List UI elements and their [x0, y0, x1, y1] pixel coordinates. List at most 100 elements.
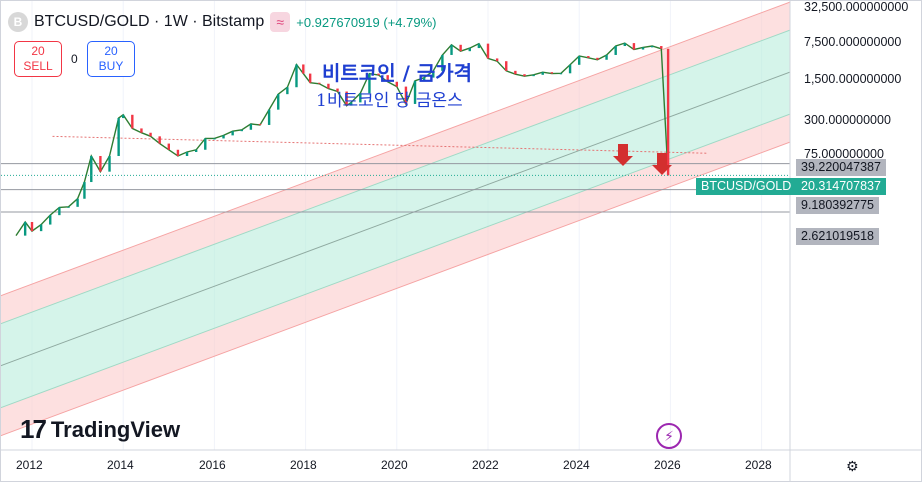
- price-candle: [623, 43, 626, 47]
- price-candle: [286, 87, 289, 95]
- price-level-lower[interactable]: 9.180392775: [796, 197, 879, 214]
- price-candle: [327, 83, 330, 89]
- price-level-lowest[interactable]: 2.621019518: [796, 228, 879, 245]
- price-candle: [505, 61, 508, 71]
- price-candle: [568, 64, 572, 74]
- price-candle: [541, 72, 544, 75]
- lightning-bolt-icon[interactable]: ⚡: [656, 423, 682, 449]
- price-candle: [550, 72, 554, 74]
- price-candle: [204, 138, 207, 150]
- annotation-subtitle: 1비트코인 당 금온스: [316, 91, 463, 111]
- price-candle: [277, 94, 280, 110]
- price-candle: [176, 149, 180, 156]
- annotation-title: 비트코인 / 금가격: [322, 61, 473, 85]
- price-candle: [308, 73, 312, 83]
- x-tick-label: 2022: [472, 458, 499, 472]
- price-candle: [413, 80, 417, 104]
- plot-area: [1, 1, 790, 450]
- price-candle: [614, 46, 617, 55]
- price-candle: [432, 70, 435, 78]
- price-candle: [441, 54, 444, 71]
- price-candle: [99, 155, 102, 172]
- price-candle: [213, 138, 216, 140]
- price-candle: [666, 48, 670, 176]
- settings-gear-icon[interactable]: ⚙: [846, 458, 859, 474]
- price-candle: [386, 75, 389, 82]
- price-candle: [468, 48, 471, 52]
- price-candle: [486, 43, 490, 59]
- price-candle: [108, 155, 111, 172]
- price-candle: [559, 73, 563, 75]
- price-candle: [514, 70, 517, 75]
- tradingview-wordmark: TradingView: [50, 416, 181, 442]
- y-tick-label: 300.000000000: [804, 113, 891, 127]
- y-tick-label: 7,500.000000000: [804, 35, 902, 49]
- price-candle: [450, 44, 453, 55]
- symbol-tag: BTCUSD/GOLD: [696, 178, 797, 195]
- price-candle: [30, 221, 34, 232]
- price-candle: [76, 198, 79, 207]
- price-candle: [477, 43, 481, 49]
- buy-value: 20: [104, 44, 118, 58]
- x-tick-label: 2016: [199, 458, 226, 472]
- sell-button[interactable]: 20 SELL: [14, 41, 62, 77]
- price-candle: [49, 215, 52, 225]
- price-candle: [495, 58, 499, 62]
- price-candle: [641, 47, 645, 50]
- x-tick-label: 2026: [654, 458, 681, 472]
- sell-label: SELL: [23, 59, 53, 73]
- price-candle: [39, 224, 43, 232]
- price-candle: [295, 64, 298, 88]
- channel-line: [1, 141, 790, 437]
- price-candle: [83, 182, 86, 199]
- price-candle: [267, 109, 271, 125]
- symbol-title[interactable]: BTCUSD/GOLD · 1W · Bitstamp: [34, 13, 265, 30]
- chart-header: B BTCUSD/GOLD · 1W · Bitstamp ≈ +0.92767…: [8, 10, 436, 34]
- price-candle: [90, 155, 93, 183]
- price-candle: [587, 56, 590, 58]
- price-candle: [345, 91, 348, 106]
- price-candle: [395, 81, 398, 87]
- tradingview-logo-icon: 17: [20, 414, 47, 444]
- price-candle: [632, 43, 636, 50]
- upper-outer-band: [1, 2, 790, 324]
- price-candle: [140, 128, 143, 133]
- sell-value: 20: [31, 44, 45, 58]
- x-tick-label: 2012: [16, 458, 43, 472]
- price-candle: [368, 73, 371, 94]
- price-candle: [149, 132, 152, 137]
- price-candle: [650, 46, 654, 48]
- price-candle: [660, 46, 663, 49]
- price-level-upper[interactable]: 39.220047387: [796, 159, 886, 176]
- price-candle: [359, 93, 362, 103]
- y-tick-label: 75.000000000: [804, 147, 884, 161]
- bitcoin-logo-icon: B: [8, 12, 28, 32]
- wave-icon[interactable]: ≈: [270, 12, 291, 32]
- price-candle: [194, 149, 198, 152]
- price-candle: [350, 102, 353, 106]
- y-tick-label: 1,500.000000000: [804, 72, 902, 86]
- y-tick-label: 32,500.000000000: [804, 0, 909, 14]
- red-arrow-marker: [613, 144, 633, 166]
- price-candle: [23, 221, 27, 236]
- price-candle: [377, 73, 380, 76]
- price-candle: [67, 206, 70, 208]
- price-candle: [459, 44, 462, 52]
- price-candle: [336, 88, 339, 92]
- price-candle: [58, 207, 61, 216]
- x-tick-label: 2024: [563, 458, 590, 472]
- x-tick-label: 2018: [290, 458, 317, 472]
- buy-button[interactable]: 20 BUY: [87, 41, 135, 77]
- price-candle: [578, 56, 581, 65]
- price-candle: [596, 57, 599, 60]
- lower-outer-band: [1, 114, 790, 436]
- channel-line: [1, 1, 790, 297]
- price-candle: [222, 135, 225, 139]
- price-candle: [249, 123, 253, 130]
- dotted-trend-line: [52, 135, 707, 154]
- x-tick-label: 2020: [381, 458, 408, 472]
- spread-value: 0: [71, 52, 78, 66]
- price-candle: [523, 74, 526, 77]
- price-candle: [240, 129, 243, 132]
